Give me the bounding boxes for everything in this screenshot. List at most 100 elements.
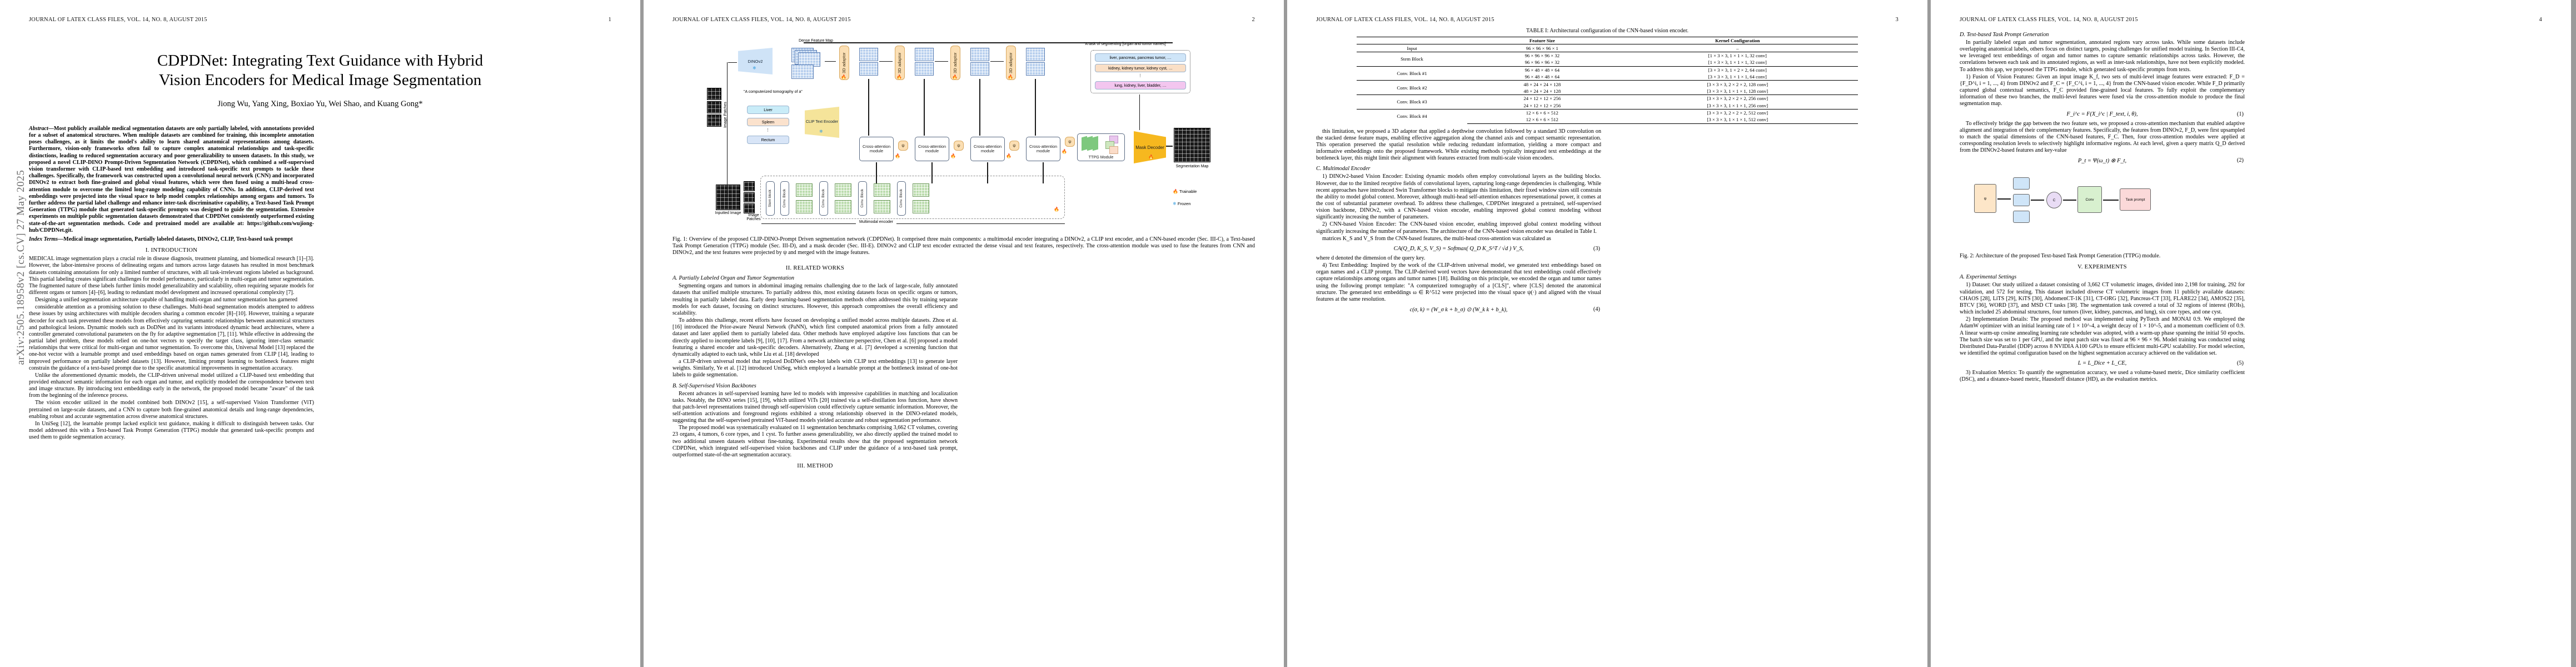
cnn-feature-cube [913, 200, 929, 213]
equation-2: P_t = Ψ(ω_t) ⊗ F_t, (2) [1960, 157, 2245, 164]
row-label: Conv. Block #3 [1357, 94, 1467, 109]
title-line-2: Vision Encoders for Medical Image Segmen… [158, 71, 482, 89]
clip-text-encoder-label: CLIP Text Encoder [805, 120, 839, 124]
table-row: 96 × 48 × 48 × 64 [3 × 3 × 3, 1 × 1 × 1,… [1357, 73, 1857, 81]
row-feature: 96 × 96 × 96 × 1 [1467, 44, 1617, 52]
adaptor-label: 3D adaptor [952, 52, 958, 73]
clip-text-encoder-block: CLIP Text Encoder [805, 107, 839, 138]
arrow [727, 62, 728, 129]
row-kernel: [3 × 3 × 3, 1 × 1 × 1, 128 conv] [1707, 88, 1768, 94]
row-kernel: – [1617, 44, 1858, 52]
conv-block-label: Conv. Block [821, 189, 826, 208]
equation-4-body: c(σ, k) = (W_σ k + b_σ) ⊙ (W_k k + b_k), [1409, 307, 1508, 313]
clip-prompt-text: "A computerized tomography of a" [744, 90, 803, 94]
conv-block-3: Conv. Block [858, 181, 867, 216]
section-heading-related-works: II. RELATED WORKS [785, 265, 845, 272]
cross-attention-module-1: Cross-attention module [859, 137, 894, 161]
title-line-1: CDPDNet: Integrating Text Guidance with … [157, 52, 484, 69]
cnn-encoder-container [760, 176, 1065, 219]
equation-5: L = L_Dice + L_CE, (5) [1960, 360, 2245, 366]
psi-projection-4: ψ [1065, 137, 1075, 147]
feature-cube [859, 62, 878, 76]
page-4: JOURNAL OF LATEX CLASS FILES, VOL. 14, N… [1931, 0, 2571, 667]
p4-paragraph-6: 2) Implementation Details: The proposed … [1960, 316, 2245, 357]
journal-name: JOURNAL OF LATEX CLASS FILES, VOL. 14, N… [672, 17, 851, 23]
conv-block-label: Conv. Block [783, 189, 787, 208]
intro-paragraph-3: considerable attention as a promising so… [29, 304, 314, 371]
image-patch [744, 181, 755, 191]
page-number: 3 [1895, 17, 1899, 23]
page-number: 4 [2539, 17, 2542, 23]
figure-2-diagram: ψ C Conv Task prompt [1960, 167, 2245, 251]
figure-2-caption: Fig. 2: Architecture of the proposed Tex… [1960, 253, 2161, 260]
arrow [1043, 162, 1044, 183]
row-feature: 96 × 48 × 48 × 64 [1467, 66, 1617, 73]
stem-block: Stem block [766, 181, 775, 216]
equation-1: F_i^c = F(X_i^c | F_text, i, θ), (1) [1960, 111, 2245, 117]
flame-icon: 🔥 [1008, 74, 1013, 79]
page-title: CDPDNet: Integrating Text Guidance with … [29, 51, 611, 91]
p2-paragraph-5: The proposed model was systematically ev… [672, 425, 958, 458]
row-kernel: [3 × 3 × 3, 1 × 1 × 1, 64 conv] [1708, 74, 1767, 80]
subsection-ttpg: D. Text-based Task Prompt Generation [1960, 32, 2049, 38]
cnn-feature-cube [874, 183, 890, 197]
equation-3-body: CA(Q_D, K_S, V_S) = Softmax( Q_D K_S^T /… [1393, 245, 1524, 252]
row-feature: 96 × 96 × 96 × 32 [1524, 59, 1560, 66]
task-pill-2: kidney, kidney tumor, kidney cyst, … [1095, 64, 1186, 72]
row-label: Conv. Block #2 [1357, 80, 1467, 95]
psi-projection-3: ψ [1009, 141, 1019, 151]
ttpg-feature-block [2013, 194, 2030, 207]
ttpg-slab [1087, 136, 1093, 151]
subsection-self-supervised: B. Self-Supervised Vision Backbones [672, 382, 756, 389]
cross-attention-module-2: Cross-attention module [915, 137, 949, 161]
section-heading-method: III. METHOD [797, 463, 833, 470]
page-number: 2 [1252, 17, 1255, 23]
arrow [924, 79, 925, 136]
p3-paragraph-6: 4) Text Embedding: Inspired by the work … [1316, 262, 1601, 302]
flame-icon: 🔥 [1062, 149, 1067, 154]
dinov2-label: DINOv2 [748, 58, 763, 64]
cross-attention-module-3: Cross-attention module [970, 137, 1005, 161]
table-col-feature-size: Feature Size [1467, 37, 1617, 45]
row-feature: 12 × 6 × 6 × 512 [1467, 108, 1617, 117]
table-col-blank [1357, 37, 1467, 45]
legend-frozen-label: Frozen [1177, 201, 1191, 206]
table-header-row: Feature Size Kernel Configuration [1357, 37, 1858, 45]
intro-paragraph-5: The vision encoder utilized in the model… [29, 400, 314, 420]
psi-projection-2: ψ [954, 141, 964, 151]
organ-pill-spleen: Spleen [747, 118, 789, 126]
conv-block-4: Conv. Block [897, 181, 906, 216]
flame-icon: 🔥 [896, 74, 902, 79]
figure-2: ψ C Conv Task prompt Fig. 2: Architectur… [1960, 167, 2245, 260]
table-row: 96 × 96 × 96 × 32 [1 × 3 × 3, 1 × 1 × 1,… [1357, 59, 1857, 66]
row-feature: 24 × 12 × 12 × 256 [1467, 94, 1617, 102]
task-prompt-node: Task prompt [2120, 188, 2151, 211]
conv-node: Conv [2077, 186, 2102, 213]
table-row: Conv. Block #2 48 × 24 × 24 × 128 [3 × 3… [1357, 80, 1858, 95]
task-prompt-container [1090, 50, 1190, 93]
abstract-body: —Most publicly available medical segment… [29, 125, 314, 233]
figure-1-caption: Fig. 1: Overview of the proposed CLIP-DI… [672, 236, 1255, 256]
snowflake-icon: ❄ [819, 129, 823, 134]
table-row: Conv. Block #4 12 × 6 × 6 × 512 [3 × 3 ×… [1357, 108, 1858, 124]
ttpg-feature-block [2013, 177, 2030, 190]
flame-icon: 🔥 [841, 74, 846, 79]
dinov2-block: DINOv2 [738, 48, 773, 74]
p4-paragraph-3: To effectively bridge the gap between th… [1960, 120, 2245, 154]
cnn-feature-cube [913, 183, 929, 197]
conv-block-label: Conv. Block [899, 189, 904, 208]
task-pill-1: liver, pancreas, pancreas tumor, … [1095, 53, 1186, 62]
arrow [1035, 79, 1036, 136]
task-prompt-text: "A task of segmenting [organ and tumor n… [1084, 42, 1168, 46]
running-head-2: JOURNAL OF LATEX CLASS FILES, VOL. 14, N… [672, 17, 1255, 24]
flame-icon: 🔥 [950, 153, 956, 158]
cnn-feature-cube [796, 200, 813, 213]
multimodal-encoder-label: Multimodal encoder [856, 220, 897, 224]
p2-paragraph-4: Recent advances in self-supervised learn… [672, 390, 958, 424]
table-header: Feature Size Kernel Configuration [1357, 37, 1858, 45]
image-patch [707, 115, 721, 127]
journal-name: JOURNAL OF LATEX CLASS FILES, VOL. 14, N… [29, 17, 207, 23]
arrow [1166, 146, 1173, 147]
row-kernel: [1 × 3 × 3, 1 × 1 × 1, 32 conv] [1708, 59, 1767, 66]
snowflake-icon: ❄ [1173, 201, 1177, 206]
